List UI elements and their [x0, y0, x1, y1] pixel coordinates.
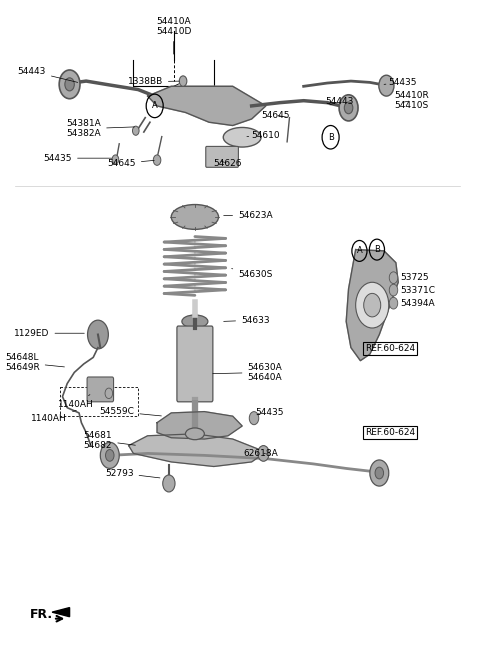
FancyBboxPatch shape [87, 377, 114, 402]
Text: FR.: FR. [29, 607, 52, 621]
Text: 62618A: 62618A [244, 449, 278, 458]
Circle shape [153, 155, 161, 165]
Text: A: A [152, 102, 157, 110]
Circle shape [249, 411, 259, 424]
Text: 54435: 54435 [255, 409, 284, 417]
Text: 54633: 54633 [224, 316, 270, 325]
Text: 54410A
54410D: 54410A 54410D [156, 16, 192, 54]
Text: REF.60-624: REF.60-624 [365, 428, 415, 437]
Ellipse shape [171, 205, 218, 230]
Text: 54626: 54626 [213, 159, 241, 168]
Text: 1338BB: 1338BB [128, 77, 180, 86]
Text: B: B [374, 245, 380, 254]
Polygon shape [52, 607, 70, 617]
Circle shape [389, 272, 398, 283]
Text: 54435: 54435 [44, 154, 112, 163]
Text: 53371C: 53371C [401, 285, 435, 295]
Text: 54443: 54443 [18, 67, 78, 83]
Circle shape [375, 467, 384, 479]
Circle shape [100, 442, 119, 468]
Circle shape [389, 297, 398, 309]
Circle shape [112, 155, 119, 164]
Text: 1140AH: 1140AH [31, 411, 76, 422]
Circle shape [132, 126, 139, 135]
Circle shape [389, 284, 398, 296]
Text: 54410R
54410S: 54410R 54410S [394, 91, 429, 110]
Text: 54648L
54649R: 54648L 54649R [5, 353, 64, 373]
Circle shape [106, 449, 114, 461]
Text: 54381A
54382A: 54381A 54382A [66, 119, 134, 138]
Circle shape [258, 445, 269, 461]
Text: 54630S: 54630S [232, 268, 273, 279]
Text: REF.60-624: REF.60-624 [365, 344, 415, 354]
Circle shape [356, 282, 389, 328]
FancyBboxPatch shape [206, 146, 239, 167]
Text: 54630A
54640A: 54630A 54640A [213, 363, 282, 382]
Text: 54645: 54645 [261, 111, 289, 119]
Text: 52793: 52793 [105, 468, 160, 478]
Polygon shape [157, 411, 242, 439]
Circle shape [339, 95, 358, 121]
Circle shape [65, 78, 74, 91]
Text: 54610: 54610 [247, 131, 280, 140]
Polygon shape [346, 250, 398, 361]
Circle shape [370, 460, 389, 486]
Text: 54394A: 54394A [401, 298, 435, 308]
Text: 54623A: 54623A [224, 211, 273, 220]
Text: 54681
54682: 54681 54682 [84, 430, 135, 450]
Ellipse shape [182, 315, 208, 328]
Text: A: A [357, 247, 362, 255]
Text: 54435: 54435 [384, 78, 417, 87]
Circle shape [87, 320, 108, 349]
Circle shape [59, 70, 80, 98]
Circle shape [105, 388, 113, 399]
Circle shape [379, 75, 394, 96]
Ellipse shape [185, 428, 204, 440]
Ellipse shape [223, 127, 261, 147]
Circle shape [344, 102, 353, 113]
FancyBboxPatch shape [177, 326, 213, 402]
Polygon shape [129, 434, 266, 466]
Circle shape [364, 293, 381, 317]
Circle shape [163, 475, 175, 492]
Text: 54559C: 54559C [99, 407, 161, 416]
Text: B: B [328, 133, 334, 142]
Polygon shape [148, 87, 266, 125]
Text: 54443: 54443 [325, 97, 353, 106]
Text: 1129ED: 1129ED [14, 329, 84, 338]
Bar [363, 426, 417, 439]
Circle shape [180, 76, 187, 87]
Text: 53725: 53725 [401, 273, 429, 282]
Text: 1140AH: 1140AH [58, 395, 94, 409]
Bar [363, 342, 417, 356]
Text: 54645: 54645 [108, 159, 154, 168]
